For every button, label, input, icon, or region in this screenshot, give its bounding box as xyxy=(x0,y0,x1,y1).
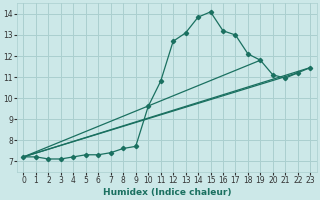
X-axis label: Humidex (Indice chaleur): Humidex (Indice chaleur) xyxy=(103,188,231,197)
